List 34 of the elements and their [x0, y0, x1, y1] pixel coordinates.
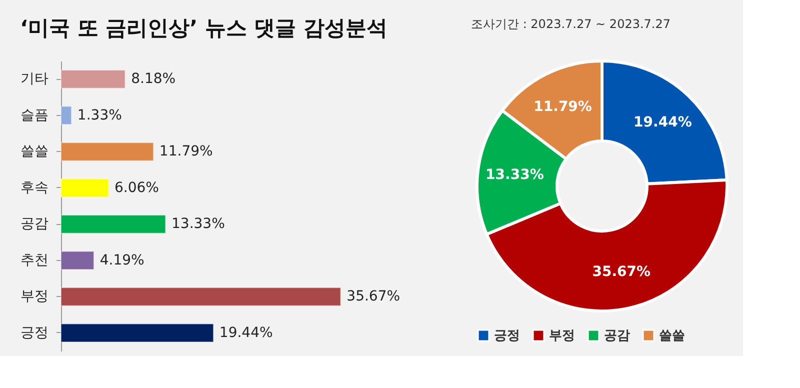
data-label: 19.44%	[634, 114, 692, 130]
y-tick-label: 슬픔	[20, 107, 48, 124]
bar	[60, 70, 126, 89]
y-tick-label: 추천	[20, 252, 48, 268]
bar	[60, 142, 154, 162]
bar	[60, 106, 72, 125]
legend-label: 부정	[549, 328, 575, 344]
y-tick-label: 기타	[20, 71, 48, 88]
data-label: 11.79%	[534, 99, 592, 116]
y-tick-label: 공감	[20, 216, 48, 232]
data-label: 35.67%	[592, 264, 651, 280]
legend-label: 쓸쓸	[659, 328, 685, 344]
data-label: 13.33%	[172, 216, 225, 232]
bar	[60, 323, 214, 342]
legend-label: 긍정	[494, 328, 520, 344]
data-label: 1.33%	[77, 107, 122, 124]
data-label: 13.33%	[486, 166, 544, 183]
bar	[60, 287, 342, 306]
y-tick-label: 부정	[20, 288, 48, 305]
y-tick-label: 긍정	[20, 324, 48, 341]
y-tick-label: 후속	[20, 180, 48, 196]
text: 조사기간 : 2023.7.27 ~ 2023.7.27	[471, 17, 670, 31]
data-label: 11.79%	[159, 144, 213, 160]
bar	[60, 214, 166, 234]
data-label: 4.19%	[100, 252, 144, 268]
legend-label: 공감	[604, 328, 630, 344]
bar	[60, 178, 110, 198]
chart-title: ‘미국 또 금리인상’ 뉴스 댓글 감성분석	[20, 16, 388, 40]
bar	[60, 250, 94, 270]
data-label: 35.67%	[346, 288, 400, 305]
data-label: 8.18%	[131, 71, 176, 88]
y-tick-label: 쓸쓸	[20, 144, 48, 160]
data-label: 19.44%	[219, 324, 273, 341]
data-label: 6.06%	[114, 180, 159, 196]
